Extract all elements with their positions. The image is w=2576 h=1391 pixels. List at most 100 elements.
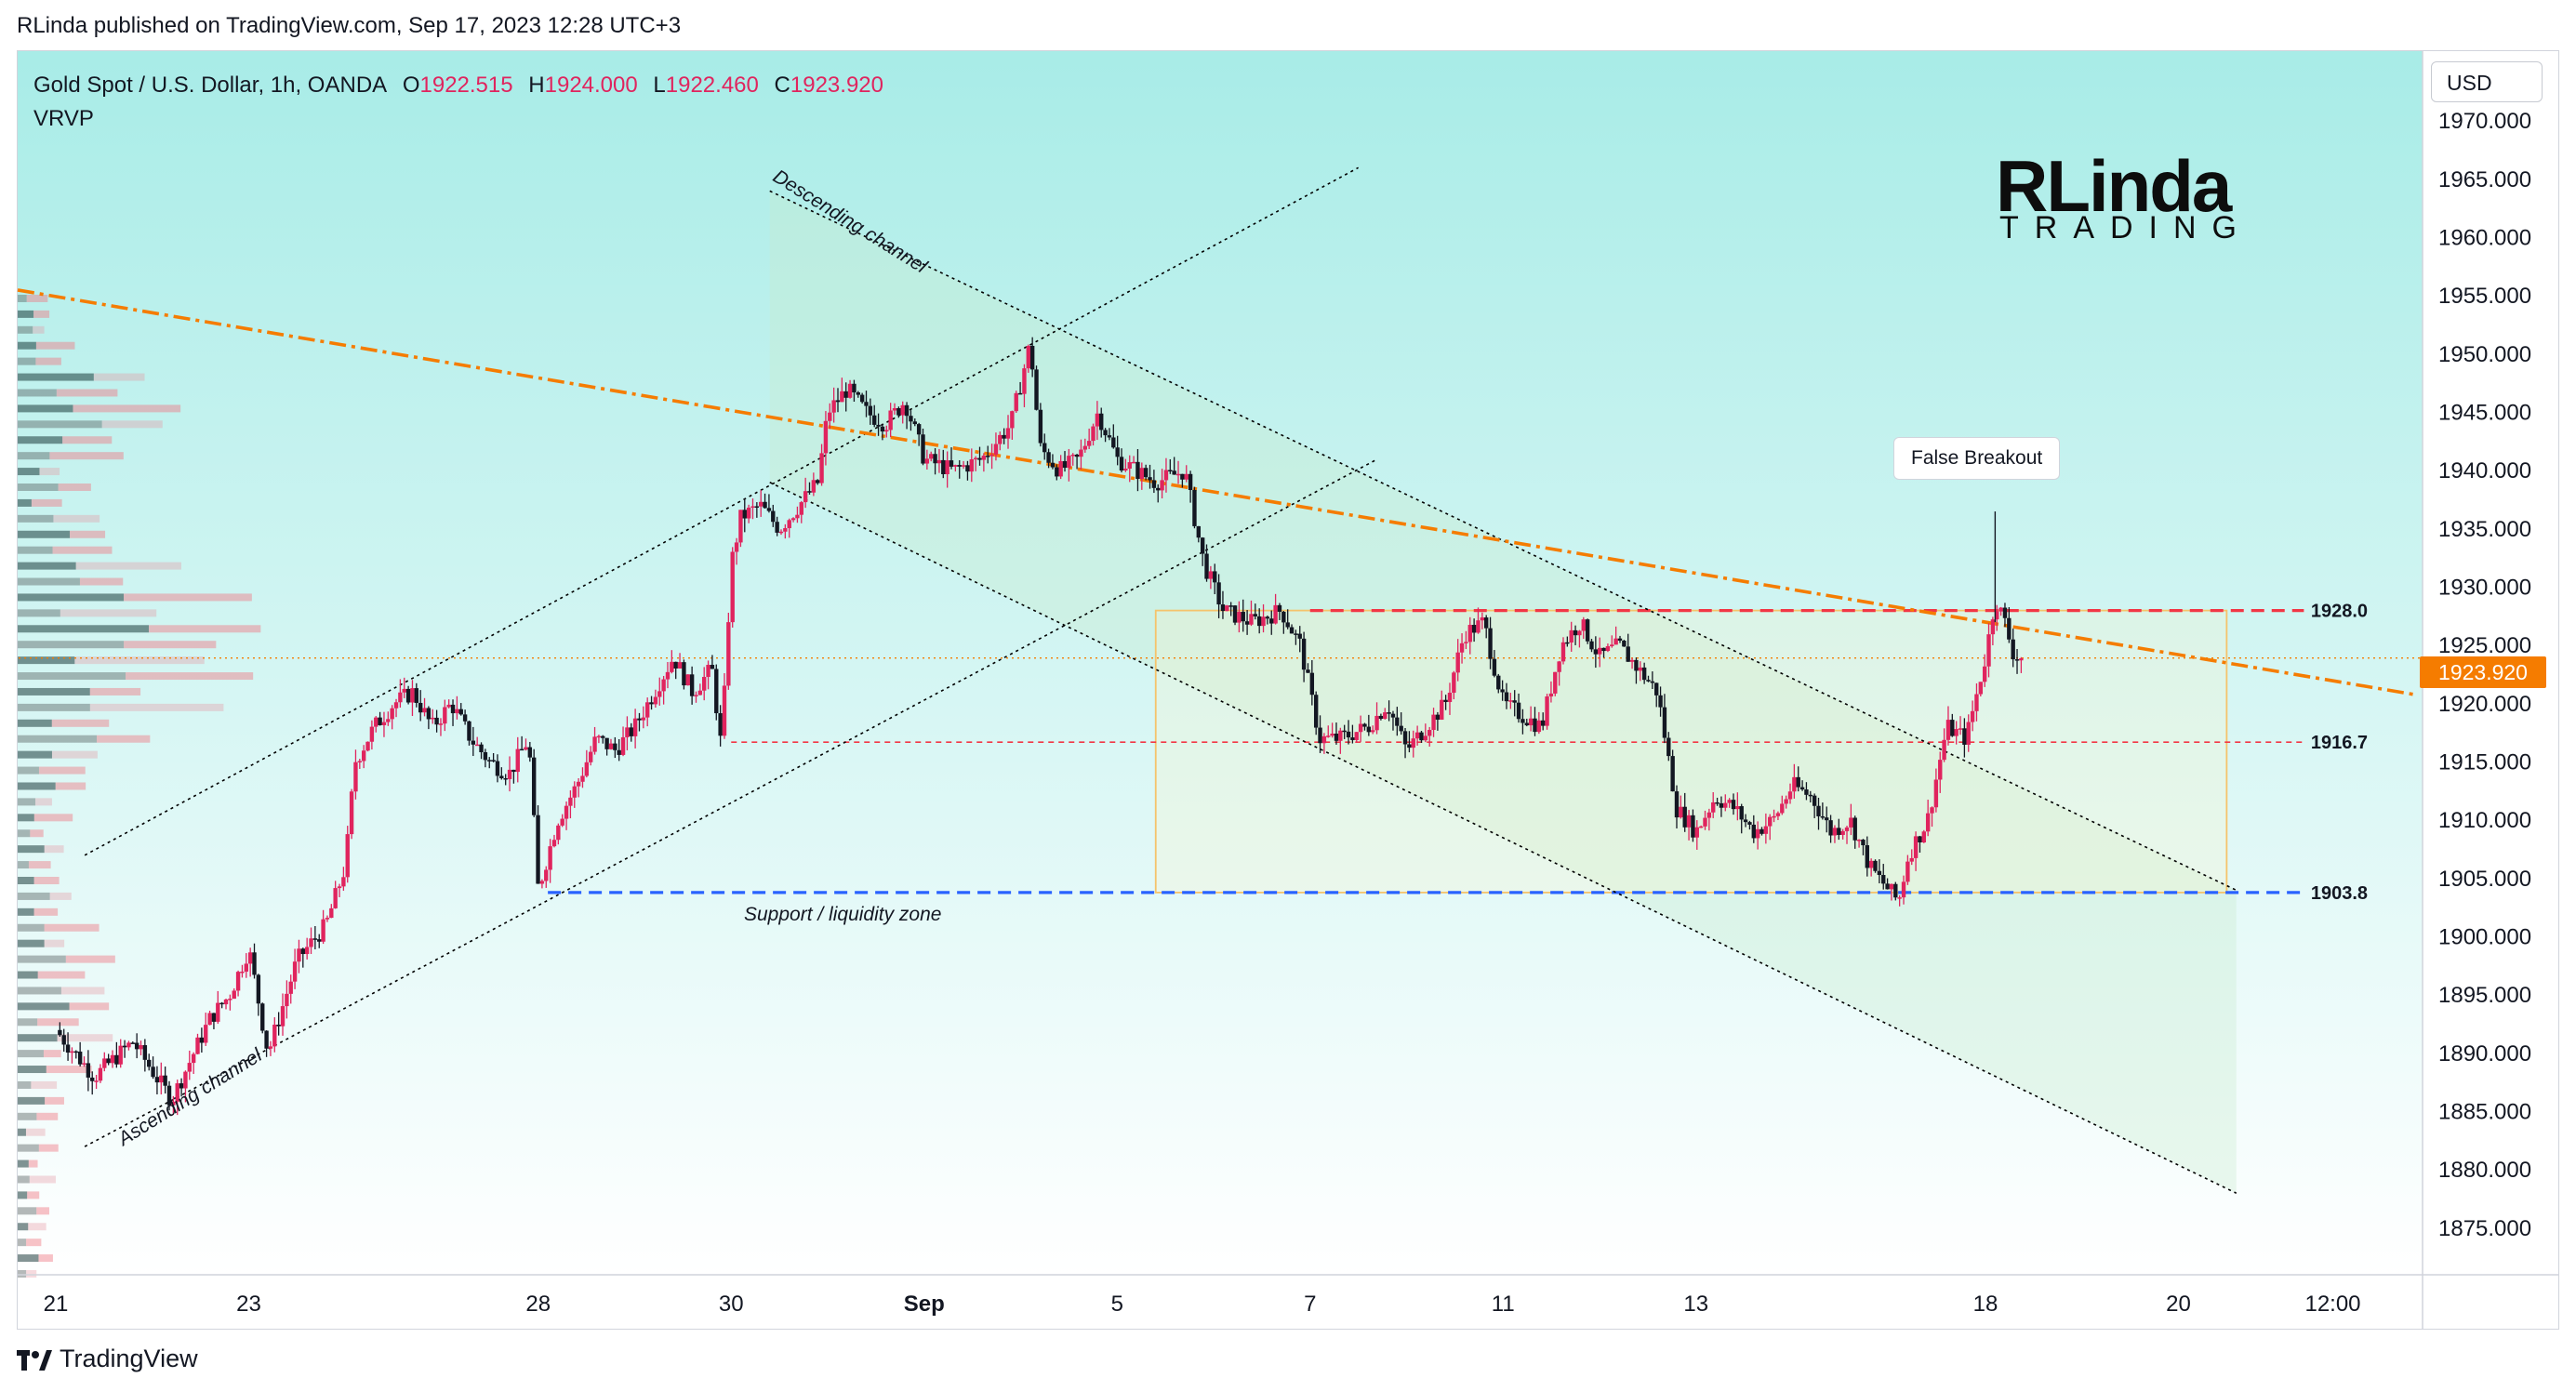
candle-body bbox=[852, 383, 856, 393]
candle-body bbox=[1666, 737, 1671, 757]
candle-body bbox=[450, 704, 456, 714]
candle-body bbox=[1362, 723, 1367, 727]
price-axis[interactable]: 1970.000 1965.000 1960.000 1955.000 1950.000… bbox=[2438, 109, 2531, 1241]
volume-profile-bar bbox=[69, 1002, 110, 1011]
volume-profile-bar bbox=[55, 782, 86, 790]
candle-body bbox=[1378, 715, 1384, 720]
candle-body bbox=[1366, 726, 1372, 733]
candle-body bbox=[471, 740, 476, 745]
volume-profile bbox=[18, 294, 261, 1278]
candle-body bbox=[1808, 794, 1812, 797]
candle-body bbox=[1812, 795, 1817, 806]
candle-body bbox=[507, 769, 512, 779]
volume-profile-bar bbox=[18, 1066, 46, 1074]
candle-body bbox=[1610, 644, 1614, 646]
candle-body bbox=[888, 410, 893, 431]
chart-frame bbox=[17, 50, 2559, 1330]
candle-body bbox=[207, 1013, 212, 1026]
candle-body bbox=[1930, 807, 1934, 814]
candle-body bbox=[122, 1045, 127, 1048]
candle-body bbox=[1390, 713, 1396, 718]
candle-body bbox=[515, 748, 520, 773]
volume-profile-bar bbox=[33, 907, 59, 916]
candle-body bbox=[524, 747, 528, 750]
volume-profile-bar bbox=[18, 294, 27, 302]
currency-button[interactable]: USD bbox=[2431, 61, 2543, 102]
volume-profile-bar bbox=[18, 530, 71, 538]
volume-profile-bar bbox=[60, 609, 157, 617]
volume-profile-bar bbox=[18, 987, 61, 995]
candle-body bbox=[455, 709, 459, 714]
candle-body bbox=[1496, 675, 1501, 690]
volume-profile-bar bbox=[33, 325, 45, 334]
candle-body bbox=[325, 918, 330, 920]
legend-indicator-vrvp[interactable]: VRVP bbox=[33, 106, 94, 131]
candle-body bbox=[1492, 658, 1497, 676]
candle-body bbox=[1443, 699, 1448, 703]
candle-body bbox=[183, 1071, 188, 1089]
candle-body bbox=[795, 514, 800, 519]
candle-body bbox=[859, 394, 865, 403]
candle-body bbox=[1759, 828, 1764, 834]
candle-body bbox=[734, 542, 739, 552]
candle-body bbox=[909, 416, 913, 422]
candle-body bbox=[1067, 456, 1071, 469]
tradingview-footer[interactable]: TradingView bbox=[17, 1343, 198, 1374]
candle-body bbox=[204, 1025, 208, 1043]
candle-body bbox=[576, 781, 581, 787]
candle-body bbox=[1856, 840, 1862, 841]
candle-body bbox=[82, 1063, 86, 1065]
candle-body bbox=[697, 690, 703, 696]
candle-body bbox=[1787, 791, 1793, 800]
candle-body bbox=[147, 1059, 152, 1067]
volume-profile-bar bbox=[101, 420, 163, 429]
candle-body bbox=[1925, 813, 1931, 832]
candle-body bbox=[539, 881, 545, 884]
candle-body bbox=[426, 708, 432, 720]
candle-body bbox=[276, 1024, 281, 1027]
time-tick-label: 11 bbox=[1492, 1292, 1515, 1317]
candle-body bbox=[1135, 461, 1140, 480]
volume-profile-bar bbox=[18, 1034, 58, 1042]
legend-symbol[interactable]: Gold Spot / U.S. Dollar, 1h, OANDA bbox=[33, 73, 388, 98]
time-tick-label: 21 bbox=[44, 1292, 69, 1317]
volume-profile-bar bbox=[18, 750, 52, 759]
candle-body bbox=[268, 1046, 273, 1049]
candle-body bbox=[309, 938, 313, 947]
candle-body bbox=[519, 748, 524, 751]
volume-profile-bar bbox=[89, 687, 141, 696]
last-price-badge: 1923.920 bbox=[2420, 656, 2546, 688]
candle-body bbox=[1395, 717, 1400, 726]
candle-body bbox=[1086, 441, 1092, 446]
candle-body bbox=[706, 665, 710, 678]
candle-body bbox=[1139, 468, 1145, 480]
time-axis[interactable]: 21 23 28 30 Sep 5 7 11 13 18 20 12:00 bbox=[44, 1292, 2361, 1317]
candle-body bbox=[1881, 875, 1886, 884]
candle-body bbox=[1062, 460, 1068, 469]
candle-body bbox=[94, 1080, 99, 1082]
volume-profile-bar bbox=[45, 1096, 64, 1105]
candle-body bbox=[1095, 413, 1100, 427]
volume-profile-bar bbox=[35, 798, 52, 806]
level-label-1916.7: 1916.7 bbox=[2311, 733, 2368, 753]
candle-body bbox=[1055, 467, 1059, 477]
candle-body bbox=[601, 735, 605, 738]
volume-profile-bar bbox=[38, 766, 86, 775]
candle-body bbox=[568, 797, 573, 806]
candle-body bbox=[1459, 643, 1465, 653]
candle-body bbox=[1739, 806, 1744, 820]
candle-body bbox=[682, 662, 686, 686]
candle-body bbox=[1723, 802, 1728, 808]
volume-profile-bar bbox=[26, 1239, 42, 1247]
volume-profile-bar bbox=[58, 484, 91, 491]
candle-body bbox=[474, 744, 480, 747]
candle-body bbox=[1058, 460, 1063, 477]
candle-body bbox=[778, 531, 784, 534]
volume-profile-bar bbox=[18, 357, 36, 365]
orange-descending-trendline bbox=[17, 288, 2419, 697]
candle-body bbox=[1196, 525, 1202, 538]
volume-profile-bar bbox=[18, 1223, 29, 1231]
volume-profile-bar bbox=[93, 373, 145, 381]
candle-body bbox=[418, 702, 423, 713]
candle-body bbox=[941, 459, 946, 475]
